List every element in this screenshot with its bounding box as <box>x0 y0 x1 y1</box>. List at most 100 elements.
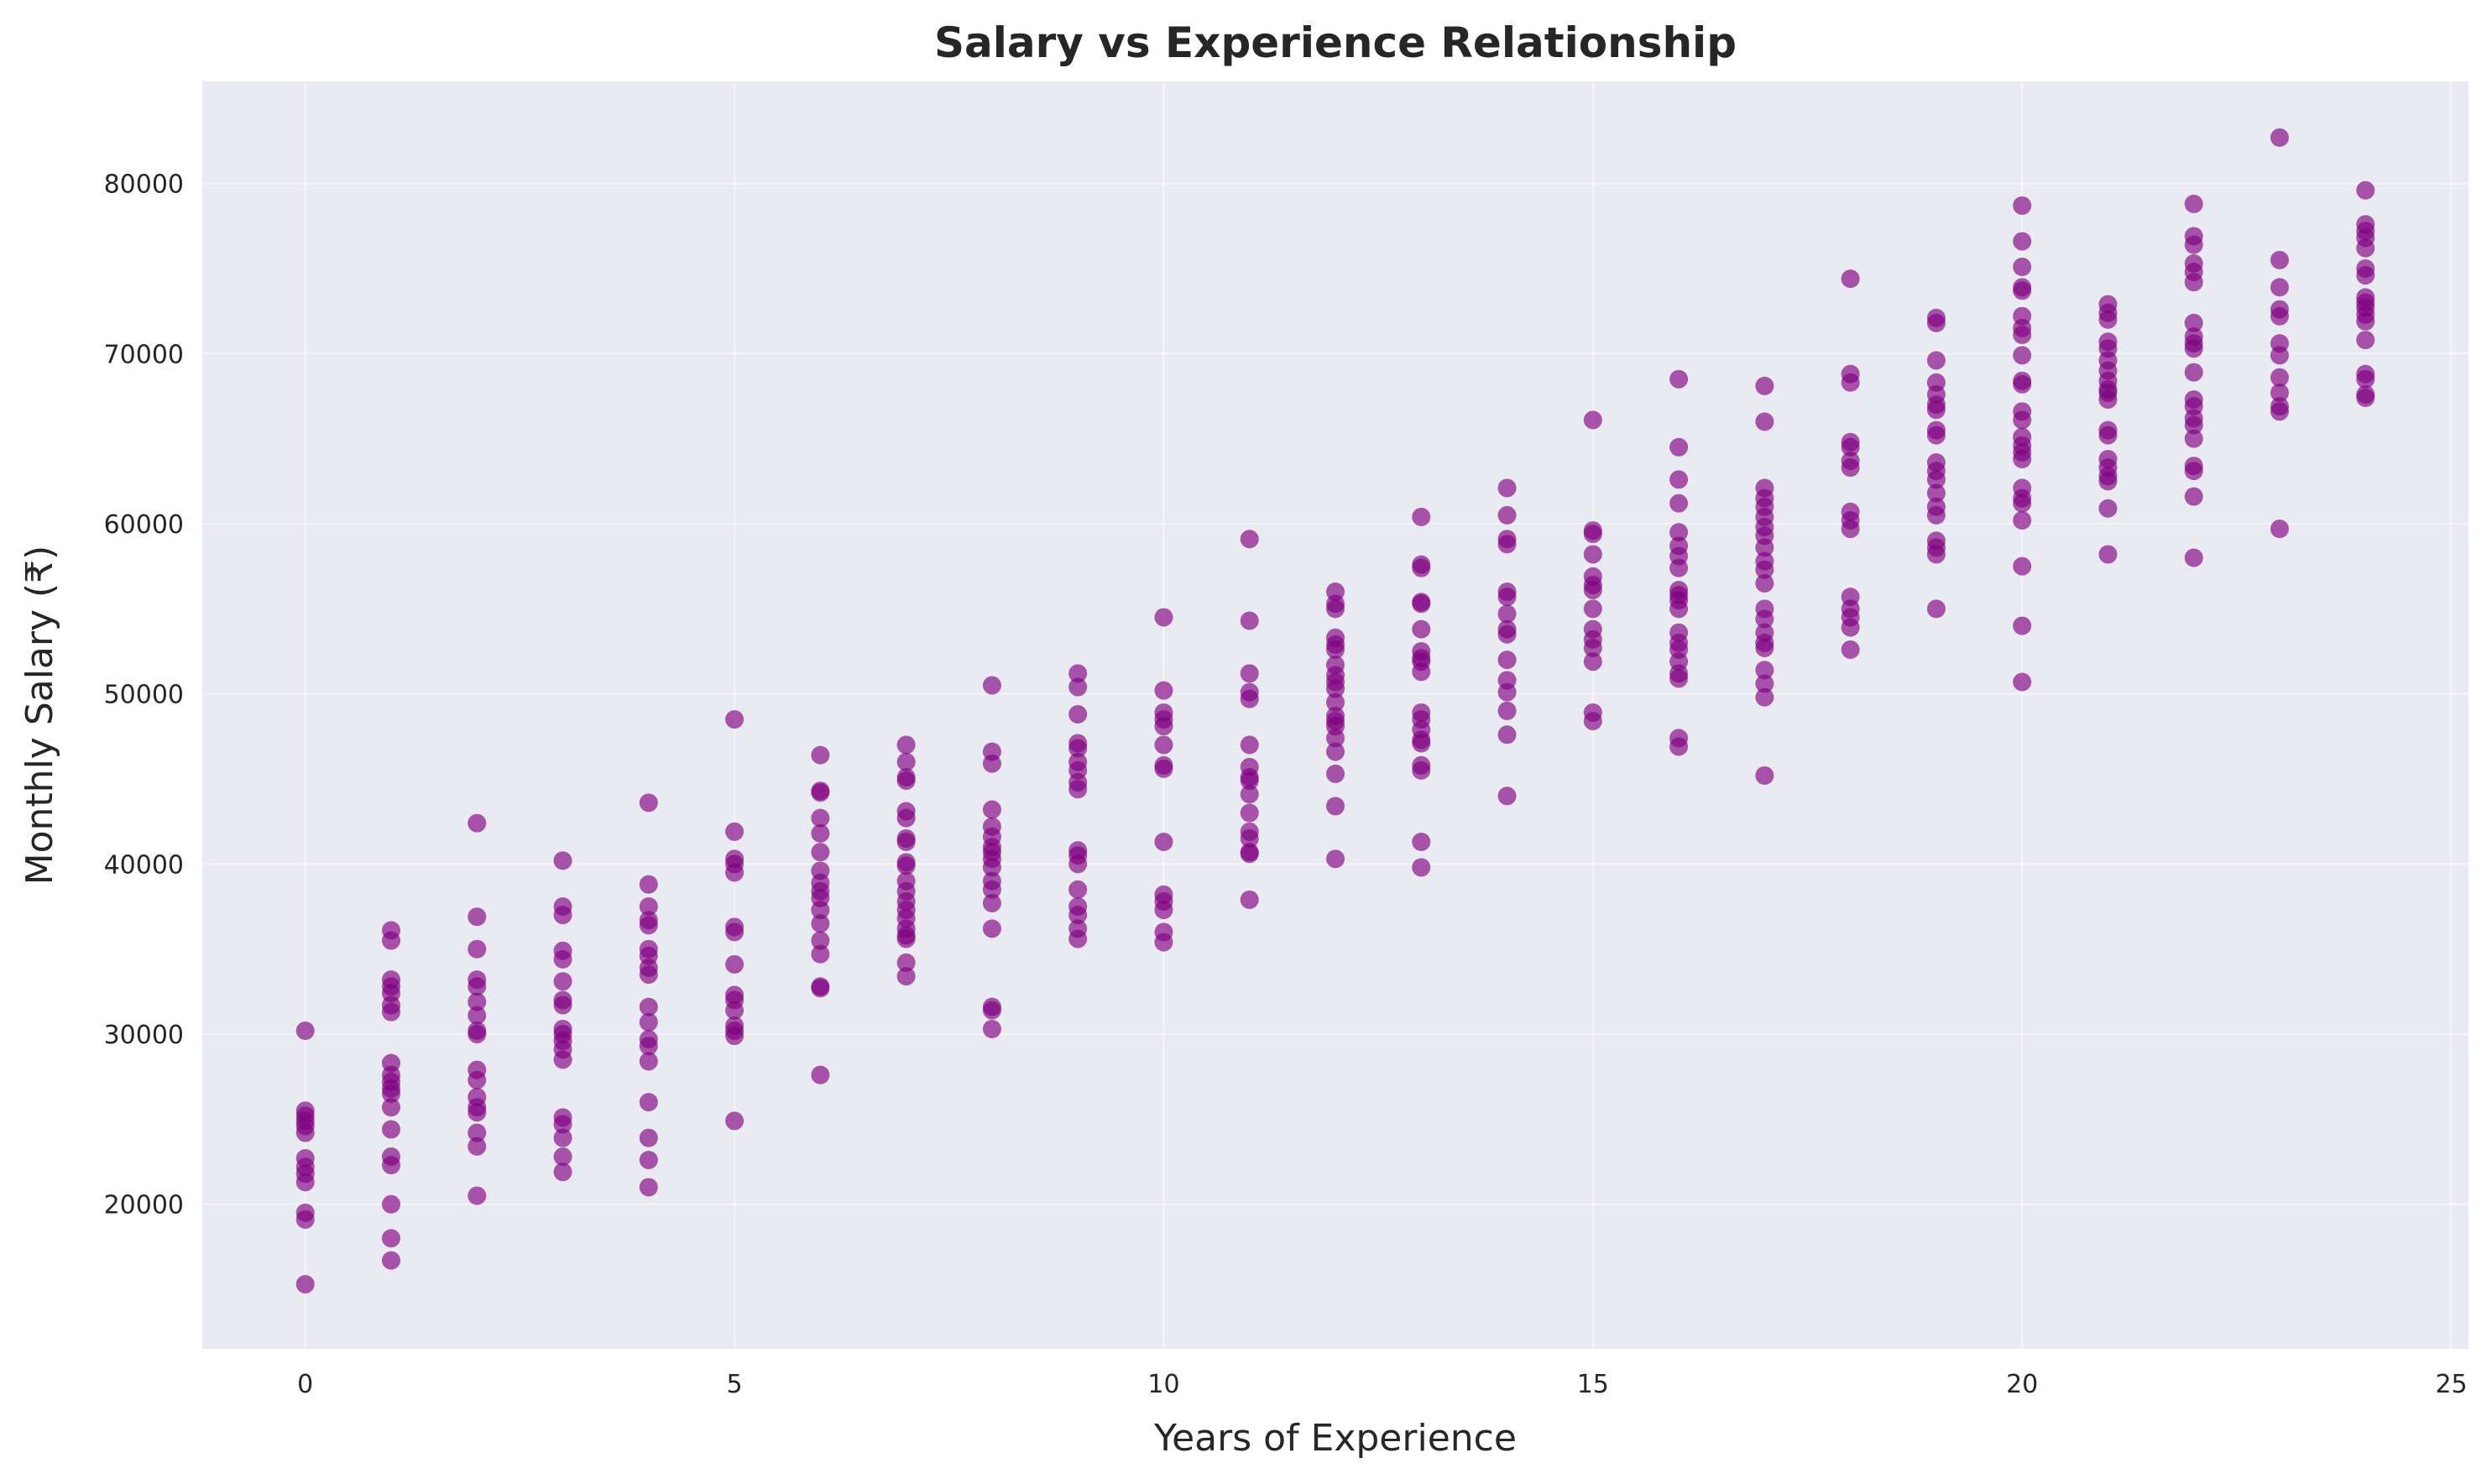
data-point <box>1154 681 1173 700</box>
data-point <box>1583 410 1602 430</box>
data-point <box>896 808 916 828</box>
data-point <box>2270 250 2289 269</box>
data-point <box>811 843 830 862</box>
data-point <box>1497 651 1517 670</box>
data-point <box>553 995 572 1015</box>
data-point <box>382 1229 400 1248</box>
data-point <box>1755 638 1774 657</box>
data-point <box>1068 880 1088 899</box>
data-point <box>1240 771 1259 791</box>
data-point <box>725 710 744 729</box>
data-point <box>639 1052 658 1071</box>
data-point <box>1755 687 1774 707</box>
data-point <box>1583 599 1602 619</box>
data-point <box>1497 588 1517 607</box>
data-point <box>1755 766 1774 785</box>
data-point <box>982 676 1001 695</box>
data-point <box>1068 854 1088 874</box>
x-tick-label: 10 <box>1147 1370 1179 1399</box>
data-point <box>1154 735 1173 755</box>
data-point <box>982 893 1001 912</box>
data-point <box>982 754 1001 773</box>
data-point <box>295 1274 315 1293</box>
data-point <box>1240 735 1259 755</box>
data-point <box>1240 611 1259 630</box>
data-point <box>896 833 916 851</box>
data-point <box>1068 739 1088 758</box>
data-point <box>639 793 658 813</box>
data-point <box>1412 594 1431 614</box>
data-point <box>1497 478 1517 498</box>
data-point <box>2270 278 2289 297</box>
data-point <box>1240 828 1259 848</box>
data-point <box>1497 624 1517 644</box>
data-point <box>2013 616 2032 635</box>
y-tick-label: 60000 <box>104 510 184 540</box>
data-point <box>295 1021 315 1040</box>
data-point <box>1240 785 1259 804</box>
data-point <box>639 875 658 894</box>
y-axis-label: Monthly Salary (₹) <box>18 546 61 886</box>
data-point <box>639 1012 658 1032</box>
data-point <box>639 965 658 985</box>
x-tick-label: 5 <box>727 1370 743 1399</box>
data-point <box>896 856 916 875</box>
data-point <box>639 916 658 935</box>
data-point <box>1412 662 1431 682</box>
data-point <box>896 953 916 972</box>
data-point <box>1497 725 1517 745</box>
data-point <box>2013 449 2032 468</box>
data-point <box>1497 535 1517 554</box>
data-point <box>639 1128 658 1147</box>
data-point <box>553 906 572 925</box>
data-point <box>2270 346 2289 365</box>
y-tick-label: 80000 <box>104 170 184 200</box>
data-point <box>1412 619 1431 639</box>
data-point <box>553 851 572 870</box>
data-point <box>2013 374 2032 394</box>
data-point <box>553 949 572 969</box>
data-point <box>1326 729 1345 748</box>
data-point <box>2013 196 2032 215</box>
data-point <box>2184 415 2203 435</box>
data-point <box>1926 400 1946 420</box>
data-point <box>1669 737 1689 756</box>
x-tick-label: 25 <box>2435 1370 2467 1399</box>
data-point <box>2098 426 2118 445</box>
data-point <box>382 1098 400 1117</box>
data-point <box>1326 640 1345 659</box>
data-point <box>2184 313 2203 332</box>
data-point <box>725 954 744 974</box>
data-point <box>1240 689 1259 708</box>
data-point <box>982 858 1001 877</box>
data-point <box>553 1115 572 1134</box>
data-point <box>1497 505 1517 525</box>
data-point <box>1841 520 1860 539</box>
data-point <box>2356 388 2375 407</box>
data-point <box>382 1194 400 1214</box>
data-point <box>1240 890 1259 909</box>
data-point <box>2013 556 2032 576</box>
x-tick-label: 20 <box>2006 1370 2038 1399</box>
data-point <box>896 771 916 791</box>
data-point <box>2184 363 2203 382</box>
data-point <box>1926 426 1946 445</box>
data-point <box>2184 273 2203 292</box>
data-point <box>2098 310 2118 329</box>
data-point <box>1841 269 1860 289</box>
y-tick-label: 70000 <box>104 340 184 369</box>
data-point <box>1326 599 1345 619</box>
data-point <box>1068 677 1088 697</box>
data-point <box>811 783 830 802</box>
data-point <box>2013 257 2032 276</box>
data-point <box>382 1084 400 1103</box>
data-point <box>1068 929 1088 948</box>
data-point <box>2013 410 2032 430</box>
data-point <box>896 752 916 771</box>
data-point <box>468 1006 487 1025</box>
data-point <box>1497 786 1517 806</box>
data-point <box>896 929 916 948</box>
data-point <box>1412 858 1431 877</box>
data-point <box>1926 313 1946 332</box>
data-point <box>295 1210 315 1229</box>
